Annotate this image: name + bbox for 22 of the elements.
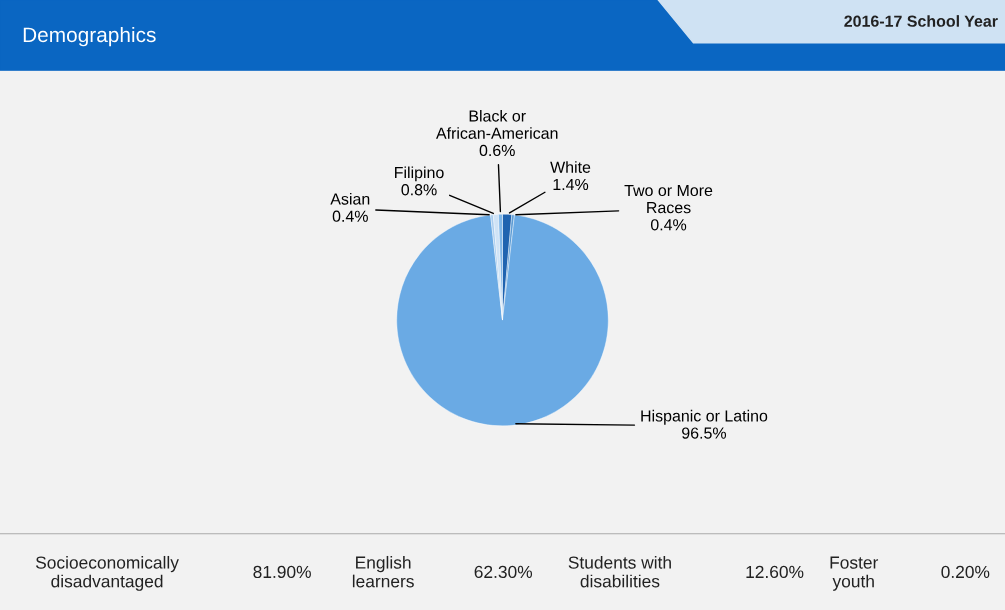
text: 0.20% <box>941 565 990 579</box>
data-label: 1.4% <box>553 178 589 191</box>
text: Demographics <box>23 26 156 47</box>
data-label: 0.4% <box>650 219 687 231</box>
text: Foster youth <box>830 556 879 591</box>
text: 12.60% <box>746 565 804 579</box>
text: Socioeconomically disadvantaged <box>35 555 179 591</box>
data-label: 96.5% <box>682 427 727 439</box>
slice-label: Two or More Races <box>624 184 713 214</box>
text: English learners <box>352 555 414 588</box>
text: 2016-17 School Year <box>844 15 998 27</box>
data-label: 0.4% <box>332 210 368 222</box>
slice-label: Filipino <box>395 166 444 182</box>
data-label: 0.6% <box>479 144 515 157</box>
text: 62.30% <box>474 565 533 579</box>
text: Students with disabilities <box>568 555 671 588</box>
slice-label: White <box>550 161 591 173</box>
slice-label: Asian <box>330 192 370 205</box>
slice-label: Black or African-American <box>436 109 558 139</box>
data-label: 0.8% <box>401 184 437 196</box>
slice-label: Hispanic or Latino <box>641 409 768 425</box>
text: 81.90% <box>253 565 311 579</box>
